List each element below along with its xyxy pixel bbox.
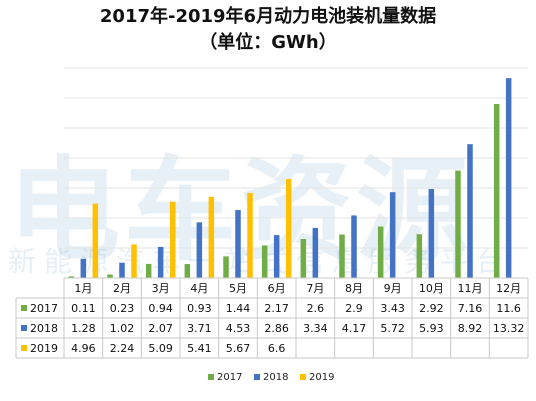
bar-2018-2月	[119, 262, 125, 278]
data-label: 7.16	[458, 302, 483, 315]
data-label: 8.92	[458, 322, 483, 335]
bar-2018-12月	[505, 78, 512, 278]
bar-2018-7月	[312, 227, 319, 278]
data-label: 2.86	[264, 322, 289, 335]
category-label: 4月	[190, 282, 208, 295]
bar-2017-3月	[145, 263, 152, 278]
legend-swatch-2017	[208, 374, 214, 380]
series-label-2018: 2018	[30, 322, 58, 335]
data-label: 0.11	[71, 302, 96, 315]
data-label: 2.07	[148, 322, 173, 335]
data-label: 5.67	[226, 342, 251, 355]
bar-2018-10月	[428, 189, 435, 278]
data-label: 5.93	[419, 322, 444, 335]
bar-2017-8月	[339, 234, 345, 278]
data-label: 2.6	[307, 302, 325, 315]
data-label: 2.9	[345, 302, 363, 315]
category-label: 9月	[384, 282, 402, 295]
chart-subtitle: （单位：GWh）	[199, 32, 337, 53]
bar-2018-5月	[235, 210, 241, 278]
data-label: 4.17	[342, 322, 367, 335]
data-label: 0.93	[187, 302, 212, 315]
data-label: 5.09	[148, 342, 173, 355]
data-label: 1.44	[226, 302, 251, 315]
bar-2019-3月	[169, 201, 176, 278]
bar-2017-11月	[455, 170, 461, 278]
data-label: 1.28	[71, 322, 96, 335]
data-label: 1.02	[110, 322, 135, 335]
data-label: 4.96	[71, 342, 96, 355]
category-label: 1月	[74, 282, 92, 295]
bar-2018-3月	[157, 246, 164, 278]
category-label: 6月	[268, 282, 286, 295]
data-label: 2.92	[419, 302, 444, 315]
bar-2019-6月	[285, 179, 292, 278]
category-label: 5月	[229, 282, 247, 295]
category-label: 11月	[458, 282, 483, 295]
category-label: 2月	[113, 282, 131, 295]
bar-2018-9月	[389, 192, 396, 278]
category-label: 12月	[496, 282, 521, 295]
bar-2018-1月	[80, 258, 87, 278]
bar-2017-6月	[261, 245, 268, 278]
legend-label-2019: 2019	[309, 372, 334, 383]
data-label: 2.17	[264, 302, 289, 315]
bar-2019-4月	[208, 196, 215, 278]
chart-title: 2017年-2019年6月动力电池装机量数据	[99, 6, 437, 27]
category-label: 8月	[345, 282, 363, 295]
bar-2018-4月	[196, 222, 203, 278]
bar-2019-2月	[131, 244, 137, 278]
data-label: 3.71	[187, 322, 212, 335]
legend-label-2018: 2018	[263, 372, 288, 383]
legend-key-2019	[21, 345, 27, 351]
bar-2017-1月	[68, 276, 75, 278]
series-label-2017: 2017	[30, 302, 58, 315]
bar-2017-5月	[223, 256, 229, 278]
data-label: 5.41	[187, 342, 212, 355]
data-label: 4.53	[226, 322, 251, 335]
bar-2017-4月	[184, 264, 191, 278]
bar-2017-10月	[416, 234, 423, 278]
data-label: 3.43	[380, 302, 405, 315]
data-label: 0.23	[110, 302, 135, 315]
bar-2017-9月	[377, 226, 384, 278]
data-label: 6.6	[268, 342, 286, 355]
category-label: 7月	[306, 282, 324, 295]
legend-key-2018	[21, 325, 27, 331]
series-label-2019: 2019	[30, 342, 58, 355]
legend-key-2017	[21, 305, 27, 311]
data-label: 2.24	[110, 342, 135, 355]
legend-swatch-2019	[300, 374, 306, 380]
data-label: 5.72	[380, 322, 405, 335]
data-label: 11.6	[496, 302, 521, 315]
bar-2017-2月	[107, 274, 113, 278]
data-label: 13.32	[493, 322, 525, 335]
category-label: 3月	[152, 282, 170, 295]
legend-swatch-2018	[254, 374, 260, 380]
bar-2018-8月	[351, 215, 357, 278]
bar-2019-5月	[247, 192, 253, 278]
bar-2019-1月	[92, 203, 99, 278]
category-label: 10月	[419, 282, 444, 295]
bar-2018-11月	[467, 144, 473, 278]
bar-2017-12月	[493, 104, 500, 278]
bar-2018-6月	[273, 235, 280, 278]
data-label: 0.94	[148, 302, 173, 315]
bar-2017-7月	[300, 239, 307, 278]
data-label: 3.34	[303, 322, 328, 335]
legend-label-2017: 2017	[217, 372, 242, 383]
